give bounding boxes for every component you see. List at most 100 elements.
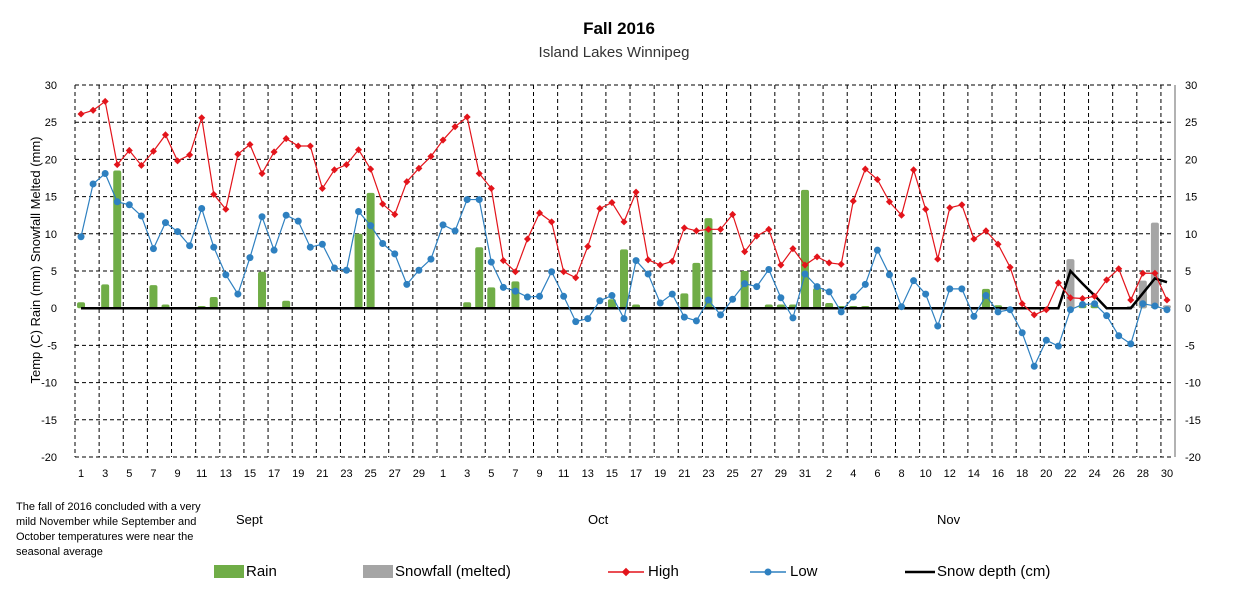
high-point — [391, 210, 399, 218]
high-point — [873, 175, 881, 184]
low-point — [379, 239, 387, 247]
low-point — [403, 280, 411, 288]
low-point — [560, 292, 568, 300]
high-point — [330, 166, 338, 174]
high-point — [161, 131, 170, 139]
rain-bar — [607, 299, 616, 309]
low-point — [837, 308, 845, 316]
low-point — [1091, 300, 1099, 308]
high-point — [415, 164, 423, 172]
low-point — [777, 294, 785, 302]
high-point — [982, 227, 990, 235]
high-point — [837, 260, 845, 268]
high-point — [716, 225, 725, 233]
low-point — [656, 299, 664, 307]
low-point — [342, 266, 350, 274]
high-point — [222, 205, 230, 213]
high-point — [499, 257, 507, 265]
low-point — [523, 293, 531, 301]
low-point — [391, 250, 399, 258]
rain-bar — [475, 247, 484, 309]
high-point — [825, 259, 833, 267]
high-point — [584, 242, 592, 250]
low-point — [922, 290, 930, 298]
low-point — [125, 201, 133, 209]
low-point — [367, 222, 375, 230]
rain-bar — [692, 262, 701, 309]
y-tick-label-right: 25 — [1185, 117, 1197, 129]
x-tick-label: 26 — [1113, 468, 1125, 480]
high-point — [523, 235, 532, 243]
low-point — [861, 280, 869, 288]
low-point — [572, 318, 580, 326]
y-tick-label-left: 10 — [45, 229, 57, 241]
x-tick-label: 25 — [364, 468, 376, 480]
high-point — [306, 142, 314, 150]
rain-bar — [704, 218, 713, 309]
high-point — [704, 225, 712, 233]
x-tick-label: 21 — [678, 468, 690, 480]
y-tick-label-right: -10 — [1185, 378, 1201, 390]
rain-bar — [487, 287, 496, 309]
high-point — [910, 166, 918, 174]
chart-note: The fall of 2016 concluded with a very m… — [16, 501, 201, 558]
x-tick-label: 22 — [1064, 468, 1076, 480]
y-tick-label-right: 10 — [1185, 229, 1197, 241]
y-tick-label-left: -5 — [47, 340, 57, 352]
low-point — [825, 288, 833, 296]
high-point — [367, 165, 375, 173]
x-tick-label: 14 — [968, 468, 980, 480]
x-tick-label: 1 — [440, 468, 446, 480]
low-point — [849, 293, 857, 301]
high-point — [89, 106, 97, 114]
low-point — [765, 266, 773, 274]
high-point — [596, 204, 604, 213]
y-tick-label-left: -10 — [41, 378, 57, 390]
low-point — [692, 317, 700, 325]
x-tick-label: 8 — [898, 468, 904, 480]
low-point — [982, 292, 990, 300]
rain-bar — [282, 300, 291, 309]
high-point — [861, 165, 869, 173]
rain-bar — [366, 192, 375, 309]
low-point — [113, 198, 121, 206]
rain-bar — [511, 281, 520, 309]
y-tick-label-left: 25 — [45, 117, 57, 129]
high-point — [282, 135, 290, 143]
low-point — [149, 245, 157, 253]
rain-bar — [800, 189, 809, 309]
snow-depth-line — [81, 268, 1168, 310]
low-point — [186, 242, 194, 250]
x-tick-label: 23 — [340, 468, 352, 480]
low-point — [898, 303, 906, 311]
high-point — [101, 97, 109, 105]
low-point — [174, 228, 182, 236]
month-label-nov: Nov — [937, 512, 961, 527]
high-point — [77, 110, 85, 118]
low-point — [946, 285, 954, 293]
high-point — [234, 150, 242, 158]
low-point — [499, 283, 507, 291]
low-point — [451, 227, 459, 235]
y-tick-label-right: 15 — [1185, 192, 1197, 204]
y-tick-label-right: -20 — [1185, 452, 1201, 464]
high-point — [294, 142, 302, 150]
high-point — [680, 224, 688, 232]
low-point — [282, 211, 290, 219]
low-point — [668, 290, 676, 298]
high-point — [427, 152, 435, 160]
legend-snowfall-swatch — [363, 565, 393, 578]
high-point — [897, 211, 906, 219]
high-point — [849, 197, 857, 205]
high-point — [463, 113, 471, 121]
x-tick-label: 21 — [316, 468, 328, 480]
y-tick-label-left: 0 — [51, 303, 57, 315]
low-point — [511, 287, 519, 295]
low-point — [632, 257, 640, 265]
high-point — [536, 209, 544, 217]
high-point — [692, 227, 700, 235]
low-point — [885, 271, 893, 279]
low-point — [355, 207, 363, 215]
low-point — [161, 219, 169, 227]
